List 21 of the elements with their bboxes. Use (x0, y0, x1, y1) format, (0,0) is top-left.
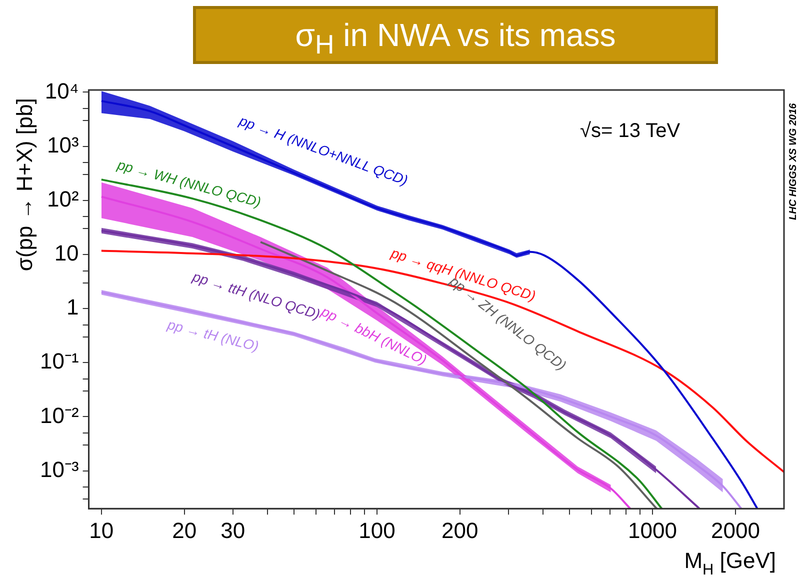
x-tick-label: 1000 (628, 518, 677, 543)
y-tick-label: 10⁻² (40, 402, 79, 428)
x-tick-label: 30 (220, 518, 246, 543)
text: pp → tH (NLO) (165, 316, 260, 354)
x-tick-label: 100 (358, 518, 396, 543)
text: pp → WH (NNLO QCD) (114, 156, 263, 210)
text: LHC HIGGS XS WG 2016 (788, 102, 799, 220)
y-tick-label: 10² (47, 186, 79, 212)
x-tick-label: 10 (89, 518, 114, 543)
y-axis-title: σ(pp → H+X) [pb] (12, 98, 37, 272)
x-tick-label: 20 (172, 518, 197, 543)
y-tick-label: 10³ (47, 132, 79, 158)
y-tick-label: 1 (66, 294, 79, 320)
annotation: √s= 13 TeV (580, 120, 681, 142)
y-tick-label: 10⁻³ (40, 456, 79, 482)
x-tick-label: 2000 (711, 518, 760, 543)
y-tick-label: 10 (54, 240, 79, 266)
chart-title: σ$_{H}$ in NWA vs its mass (193, 6, 718, 64)
y-tick-label: 10⁴ (44, 78, 79, 104)
x-tick-label: 200 (442, 518, 478, 543)
y-tick-label: 10⁻¹ (40, 348, 79, 374)
